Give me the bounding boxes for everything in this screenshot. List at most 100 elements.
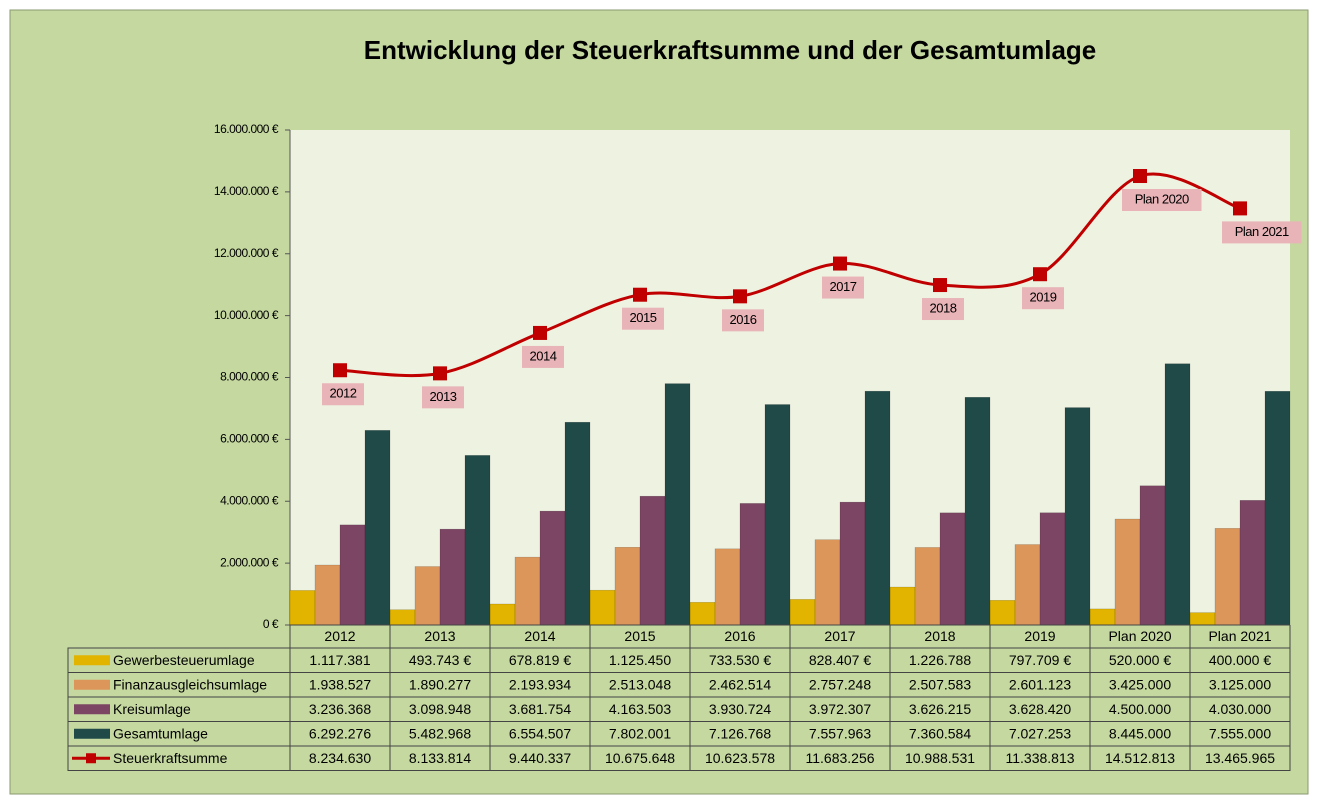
table-cell: 10.675.648: [605, 750, 675, 766]
line-marker: [1233, 201, 1247, 216]
table-cell: 493.743 €: [409, 652, 471, 668]
x-tick-label: 2012: [324, 628, 355, 644]
point-label: 2012: [330, 386, 357, 401]
x-tick-label: 2014: [524, 628, 555, 644]
point-label-box: [522, 345, 564, 368]
point-label: Plan 2021: [1235, 224, 1289, 239]
point-label-box: [722, 309, 764, 332]
table-cell: 1.890.277: [409, 676, 471, 692]
table-cell: 733.530 €: [709, 652, 771, 668]
table-cell: 11.338.813: [1005, 750, 1074, 766]
point-label-box: [322, 383, 364, 406]
bar: [589, 589, 616, 626]
point-label-box: [422, 386, 464, 409]
table-cell: 3.930.724: [709, 701, 771, 717]
table-cell: 2.601.123: [1009, 676, 1071, 692]
table-cell: 828.407 €: [809, 652, 871, 668]
table-cell: 8.445.000: [1109, 725, 1171, 741]
legend-label: Gesamtumlage: [113, 725, 208, 741]
table-cell: 520.000 €: [1109, 652, 1171, 668]
table-cell: 2.193.934: [509, 676, 571, 692]
table-cell: 678.819 €: [509, 652, 571, 668]
point-label-box: [922, 298, 964, 321]
bar: [414, 566, 441, 626]
bar: [1114, 518, 1141, 626]
bar: [1139, 485, 1166, 626]
line-marker: [633, 287, 647, 302]
y-tick-label: 12.000.000 €: [214, 246, 279, 260]
table-cell: 3.626.215: [909, 701, 971, 717]
bar: [764, 404, 791, 626]
line-marker: [433, 366, 447, 381]
chart-title: Entwicklung der Steuerkraftsumme und der…: [364, 35, 1097, 65]
x-tick-label: 2017: [824, 628, 855, 644]
bar: [714, 548, 741, 626]
y-tick-label: 16.000.000 €: [214, 122, 279, 136]
table-cell: 6.554.507: [509, 725, 571, 741]
bar: [914, 547, 941, 626]
table-cell: 1.938.527: [309, 676, 371, 692]
table-cell: 2.462.514: [709, 676, 771, 692]
table-cell: 6.292.276: [309, 725, 371, 741]
bar: [664, 383, 691, 626]
table-cell: 3.972.307: [809, 701, 871, 717]
line-marker: [533, 325, 547, 340]
bar: [564, 421, 591, 626]
x-tick-label: 2015: [624, 628, 655, 644]
bar: [289, 590, 316, 626]
table-cell: 10.623.578: [705, 750, 775, 766]
legend-label: Gewerbesteuerumlage: [113, 652, 255, 668]
table-cell: 9.440.337: [509, 750, 571, 766]
bar: [389, 609, 416, 626]
bar: [1264, 391, 1291, 626]
table-cell: 7.555.000: [1209, 725, 1271, 741]
y-tick-label: 14.000.000 €: [214, 184, 279, 198]
bar: [364, 430, 391, 626]
line-marker: [733, 289, 747, 304]
bar: [1239, 500, 1266, 626]
table-cell: 8.133.814: [409, 750, 471, 766]
bar: [1064, 407, 1091, 626]
table-cell: 7.126.768: [709, 725, 771, 741]
table-cell: 10.988.531: [905, 750, 975, 766]
table-cell: 3.098.948: [409, 701, 471, 717]
legend-key: [74, 679, 110, 690]
x-tick-label: Plan 2020: [1108, 628, 1171, 644]
legend-label: Kreisumlage: [113, 701, 191, 717]
point-label: 2018: [930, 300, 957, 315]
line-marker: [333, 363, 347, 378]
point-label: 2013: [430, 389, 457, 404]
table-cell: 3.125.000: [1209, 676, 1271, 692]
y-tick-label: 8.000.000 €: [220, 370, 279, 384]
table-cell: 400.000 €: [1209, 652, 1271, 668]
bar: [1164, 363, 1191, 626]
legend-key: [74, 704, 110, 715]
bar: [639, 495, 666, 626]
table-cell: 8.234.630: [309, 750, 371, 766]
bar: [864, 390, 891, 626]
point-label-box: [1122, 189, 1202, 212]
bar: [339, 524, 366, 626]
y-tick-label: 2.000.000 €: [220, 555, 279, 569]
bar: [839, 501, 866, 626]
legend-key: [74, 728, 110, 739]
table-cell: 4.030.000: [1209, 701, 1271, 717]
point-label: 2019: [1030, 290, 1057, 305]
table-cell: 7.027.253: [1009, 725, 1071, 741]
table-cell: 3.681.754: [509, 701, 571, 717]
bar: [939, 512, 966, 626]
y-tick-label: 0 €: [263, 617, 279, 631]
bar: [964, 397, 991, 626]
table-cell: 3.236.368: [309, 701, 371, 717]
bar: [1089, 608, 1116, 626]
y-tick-label: 4.000.000 €: [220, 493, 279, 507]
x-tick-label: 2013: [424, 628, 455, 644]
legend-label: Finanzausgleichsumlage: [113, 676, 267, 692]
line-marker: [1133, 169, 1147, 184]
bar: [814, 539, 841, 626]
bar: [789, 599, 816, 626]
table-cell: 3.425.000: [1109, 676, 1171, 692]
table-cell: 2.513.048: [609, 676, 671, 692]
bar: [539, 510, 566, 626]
